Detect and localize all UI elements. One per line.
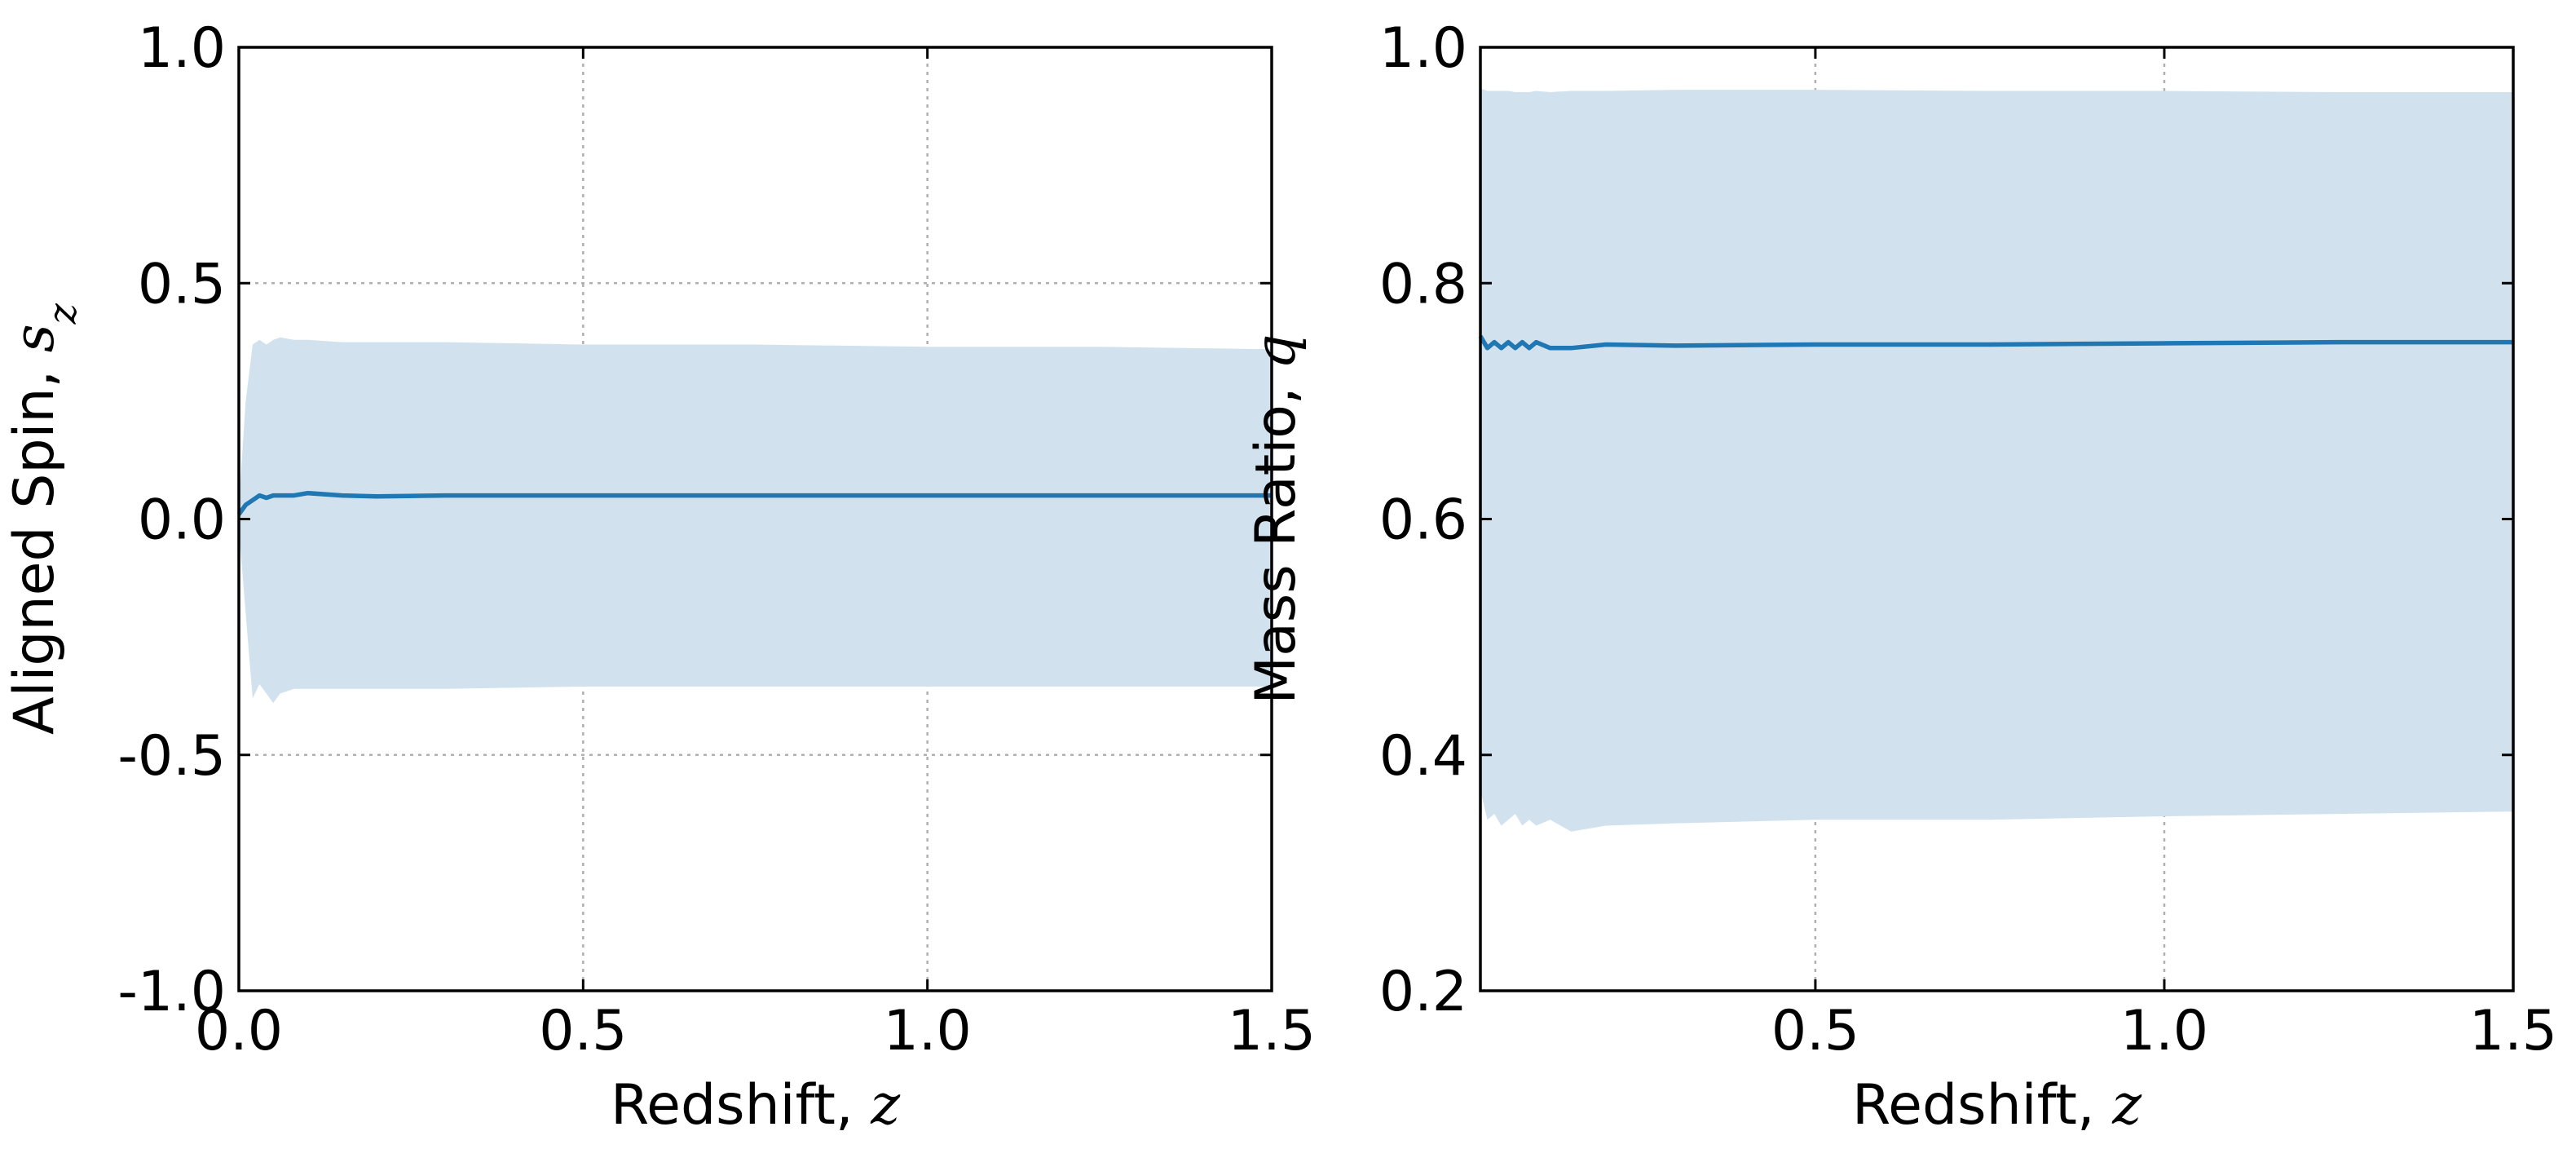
y-tick-label: -1.0 bbox=[117, 960, 226, 1024]
median-line bbox=[1478, 334, 2513, 351]
x-tick-labels: 0.0 0.5 1.0 1.5 bbox=[195, 999, 1316, 1063]
y-tick-label: 0.6 bbox=[1379, 488, 1467, 553]
band-group bbox=[1480, 88, 2513, 832]
median-line bbox=[236, 490, 1272, 516]
line-group bbox=[1478, 334, 2513, 351]
ticks bbox=[237, 46, 1273, 992]
confidence-band bbox=[239, 337, 1272, 704]
x-tick-labels: 0.5 1.0 1.5 bbox=[1771, 999, 2557, 1063]
x-tick-label: 1.5 bbox=[2469, 999, 2557, 1063]
confidence-band bbox=[1480, 88, 2513, 832]
y-tick-label: 0.5 bbox=[138, 252, 226, 316]
x-axis-label: Redshift, z bbox=[1852, 1073, 2142, 1138]
y-axis-label: Aligned Spin, sz bbox=[2, 303, 86, 735]
y-tick-labels: -1.0 -0.5 0.0 0.5 1.0 bbox=[117, 16, 226, 1024]
x-tick-label: 0.5 bbox=[1771, 999, 1859, 1063]
x-tick-label: 1.5 bbox=[1228, 999, 1316, 1063]
y-axis-label: Mass Ratio, q bbox=[1244, 334, 1308, 704]
x-tick-label: 1.0 bbox=[2120, 999, 2208, 1063]
y-tick-labels: 0.2 0.4 0.6 0.8 1.0 bbox=[1379, 16, 1467, 1024]
line-group bbox=[236, 490, 1272, 516]
y-tick-label: 0.4 bbox=[1379, 724, 1467, 789]
band-group bbox=[239, 337, 1272, 704]
y-tick-label: 1.0 bbox=[1379, 16, 1467, 81]
x-tick-label: 0.5 bbox=[539, 999, 627, 1063]
x-axis-label: Redshift, z bbox=[611, 1073, 901, 1138]
y-tick-label: 0.2 bbox=[1379, 960, 1467, 1024]
y-tick-label: 0.0 bbox=[138, 488, 226, 553]
x-tick-label: 1.0 bbox=[884, 999, 972, 1063]
x-tick-label: 0.0 bbox=[195, 999, 283, 1063]
ticks bbox=[1480, 46, 2515, 992]
y-tick-label: 1.0 bbox=[138, 16, 226, 81]
chart-panel-mass-ratio: 0.5 1.0 1.5 0.2 0.4 0.6 0.8 1.0 Redshift, z Ma… bbox=[1244, 16, 2557, 1138]
chart-panel-aligned-spin: 0.0 0.5 1.0 1.5 -1.0 -0.5 0.0 0.5 1.0 Redshift,… bbox=[2, 16, 1316, 1138]
y-tick-label: -0.5 bbox=[117, 724, 226, 789]
y-tick-label: 0.8 bbox=[1379, 252, 1467, 316]
